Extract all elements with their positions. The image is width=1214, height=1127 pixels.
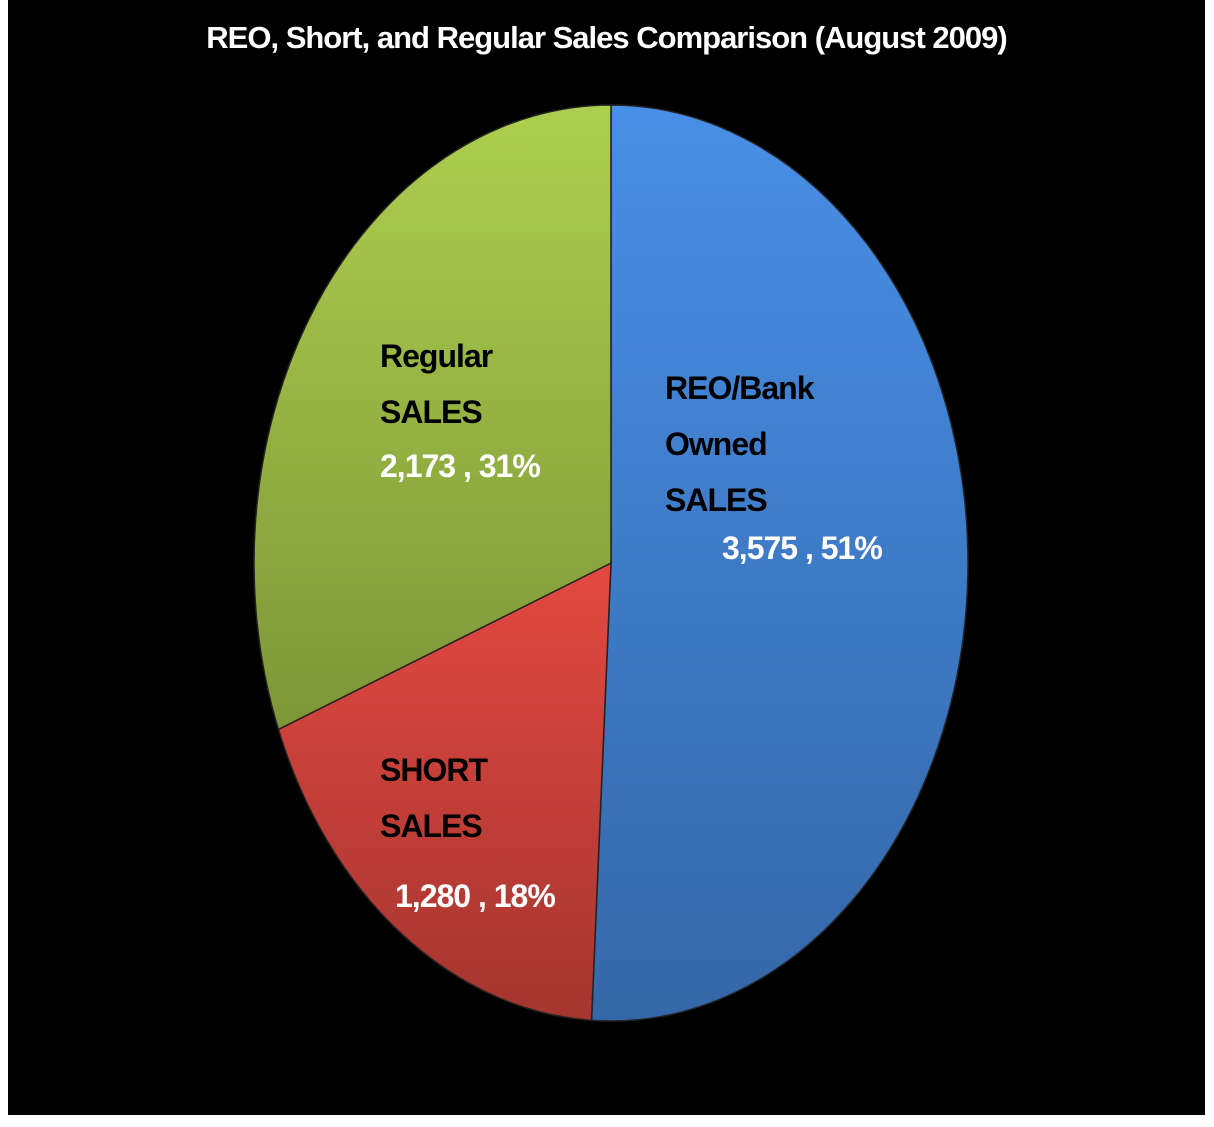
slice-label: REO/Bank Owned SALES bbox=[665, 370, 814, 518]
value-label: 1,280 , 18% bbox=[395, 878, 556, 914]
pie-slice bbox=[277, 561, 612, 1022]
value-label: 2,173 , 31% bbox=[380, 448, 541, 484]
pie-slice bbox=[253, 104, 612, 731]
slice-label: Regular SALES bbox=[380, 338, 493, 430]
slice-label: SHORT SALES bbox=[380, 752, 488, 844]
chart-title: REO, Short, and Regular Sales Comparison… bbox=[206, 20, 1007, 55]
pie-slice bbox=[590, 104, 969, 1022]
value-label: 3,575 , 51% bbox=[722, 530, 883, 566]
